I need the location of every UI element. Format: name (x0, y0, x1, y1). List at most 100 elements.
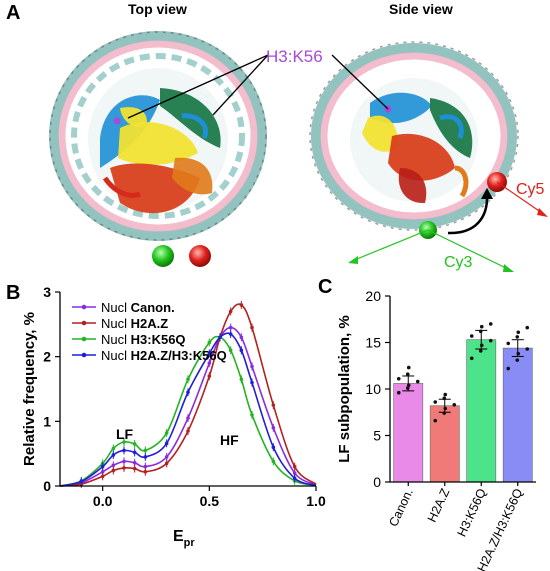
distribution-point (228, 309, 233, 314)
lf-replicate-point (405, 386, 410, 390)
distribution-point (132, 442, 137, 446)
distribution-x-axis-label: Epr (173, 528, 195, 549)
distribution-point (186, 416, 190, 420)
legend-entry: Nucl Canon. (101, 300, 175, 315)
lf-replicate-point (396, 376, 401, 381)
distribution-point (164, 441, 169, 446)
distribution-x-axis-label-sub: pr (184, 537, 196, 549)
distribution-point (143, 464, 148, 469)
distribution-point (100, 469, 105, 474)
lf-bar (393, 383, 424, 483)
distribution-plot: 0.0 0.5 1.0 0 1 2 3 (43, 284, 326, 509)
distribution-point (111, 463, 116, 468)
distribution-point (250, 325, 254, 330)
lf-replicate-point (433, 418, 438, 423)
site-pointer-lines (127, 54, 389, 119)
distribution-point (271, 459, 276, 464)
lf-replicate-point (515, 358, 520, 362)
lf-replicate-point (433, 400, 438, 404)
distribution-point (143, 469, 148, 474)
distribution-point (271, 426, 276, 430)
lf-replicate-point (442, 396, 447, 401)
distribution-point (250, 364, 254, 369)
lf-category-label: H2A.Z (425, 486, 453, 524)
lf-replicate-point (452, 403, 457, 407)
legend-swatch-point (81, 336, 87, 342)
distribution-point (122, 440, 126, 444)
distribution-point (207, 361, 212, 365)
lf-replicate-point (525, 325, 530, 330)
distribution-point (111, 453, 116, 457)
distribution-x-tick-label: 0.0 (93, 493, 113, 509)
lf-replicate-point (415, 379, 420, 384)
distribution-point (228, 348, 233, 353)
legend-entry: Nucl H2A.Z/H3:K56Q (101, 348, 227, 363)
lf-y-tick-label: 20 (365, 288, 381, 304)
lf-replicate-point (506, 366, 511, 371)
distribution-point (271, 445, 276, 450)
lf-replicate-point (488, 322, 493, 326)
distribution-x-tick-label: 0.5 (200, 493, 220, 509)
lf-replicate-point (443, 406, 448, 411)
distribution-point (218, 335, 222, 340)
distribution-point (122, 448, 126, 453)
lf-category-label: Canon. (386, 486, 416, 528)
top-view-nucleosome (49, 31, 267, 267)
lf-replicate-point (515, 335, 520, 339)
distribution-point (122, 459, 126, 464)
panel-c-letter: C (318, 276, 333, 298)
legend-series-name: H2A.Z (131, 316, 169, 331)
distribution-point (79, 479, 84, 484)
distribution-point (186, 377, 190, 382)
lf-replicate-point (478, 329, 483, 334)
lf-replicate-point (479, 343, 484, 348)
distribution-y-tick-label: 2 (43, 349, 51, 365)
lf-bar (502, 347, 533, 483)
distribution-point (122, 466, 126, 470)
annotation-hf: HF (220, 432, 239, 448)
side-view-title: Side view (389, 1, 453, 17)
distribution-point (207, 340, 212, 345)
distribution-point (207, 374, 212, 378)
distribution-point (271, 403, 276, 407)
legend-entry: Nucl H3:K56Q (101, 332, 186, 347)
distribution-point (207, 351, 212, 356)
distribution-point (143, 448, 148, 453)
lf-replicate-point (405, 372, 410, 376)
distribution-point (100, 464, 105, 469)
lf-y-tick-label: 10 (365, 381, 381, 397)
lf-replicate-point (506, 341, 511, 346)
lf-replicate-point (396, 390, 401, 395)
panel-a-letter: A (6, 2, 21, 24)
lf-y-axis-label: LF subpopulation, % (336, 315, 353, 462)
distribution-point (239, 303, 244, 307)
distribution-point (292, 464, 297, 469)
legend-prefix: Nucl (101, 316, 131, 331)
distribution-point (250, 380, 254, 385)
distribution-point (111, 446, 116, 451)
distribution-y-axis-label: Relative frequency, % (21, 312, 38, 466)
legend-series-name: H3:K56Q (131, 332, 186, 347)
lf-replicate-point (406, 365, 411, 370)
distribution-point (292, 471, 297, 475)
lf-replicate-point (516, 330, 521, 335)
distribution-y-tick-label: 1 (43, 413, 51, 429)
legend-entry: Nucl H2A.Z (101, 316, 168, 331)
lf-category-label: H3:K56Q (455, 486, 490, 539)
distribution-axes (59, 292, 316, 487)
lf-y-tick-label: 5 (373, 428, 381, 444)
legend-prefix: Nucl (101, 348, 131, 363)
distribution-point (111, 468, 116, 473)
lf-replicate-point (469, 334, 474, 338)
fret-arrows (348, 181, 548, 272)
lf-replicate-point (488, 338, 493, 343)
distribution-point (186, 390, 190, 395)
site-label: H3:K56 (266, 47, 323, 66)
legend-prefix: Nucl (101, 300, 131, 315)
distribution-point (164, 431, 169, 435)
annotation-lf: LF (116, 426, 134, 442)
distribution-point (143, 455, 148, 459)
distribution-point (250, 413, 254, 417)
distribution-point (164, 461, 169, 466)
distribution-point (239, 348, 244, 353)
